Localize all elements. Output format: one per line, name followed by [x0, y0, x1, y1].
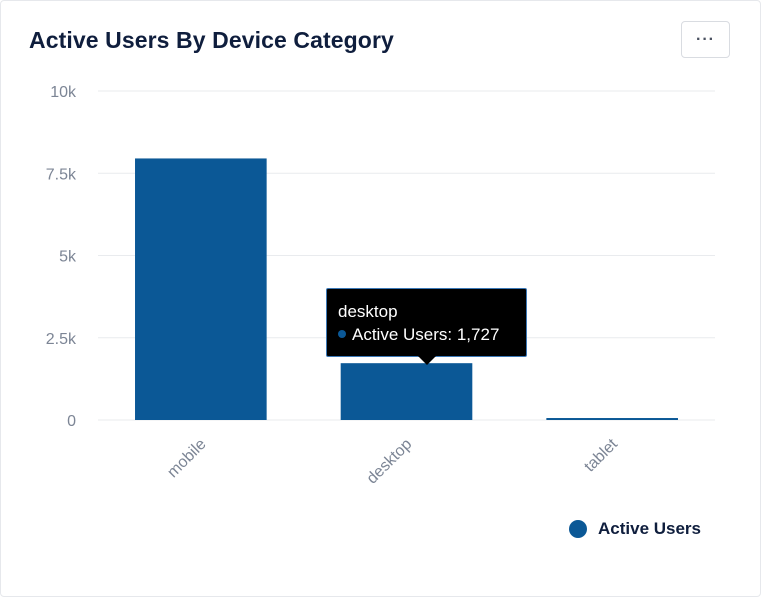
- legend-item-active-users[interactable]: Active Users: [569, 519, 701, 539]
- y-tick-label: 2.5k: [46, 331, 77, 348]
- tooltip-value-text: Active Users: 1,727: [352, 325, 500, 344]
- y-tick-label: 0: [67, 413, 76, 430]
- x-tick-label: tablet: [581, 435, 621, 475]
- bar-desktop[interactable]: [340, 363, 473, 420]
- more-horizontal-icon: ···: [696, 30, 715, 48]
- legend-label: Active Users: [598, 519, 702, 538]
- legend-swatch: [569, 520, 587, 538]
- y-tick-label: 5k: [59, 249, 77, 266]
- bar-mobile[interactable]: [135, 158, 267, 420]
- y-tick-label: 10k: [50, 84, 77, 101]
- tooltip-category: desktop: [338, 302, 398, 321]
- tooltip-series-dot: [338, 330, 346, 338]
- x-tick-label: mobile: [164, 436, 209, 481]
- tooltip-arrow: [418, 356, 436, 365]
- y-tick-label: 7.5k: [46, 166, 77, 183]
- chart-title: Active Users By Device Category: [29, 27, 394, 53]
- more-options-button[interactable]: ···: [681, 21, 730, 58]
- tooltip-value-line: Active Users: 1,727: [338, 325, 499, 345]
- bar-tablet[interactable]: [546, 418, 678, 420]
- tooltip: desktop Active Users: 1,727: [326, 288, 527, 365]
- x-tick-label: desktop: [364, 436, 416, 488]
